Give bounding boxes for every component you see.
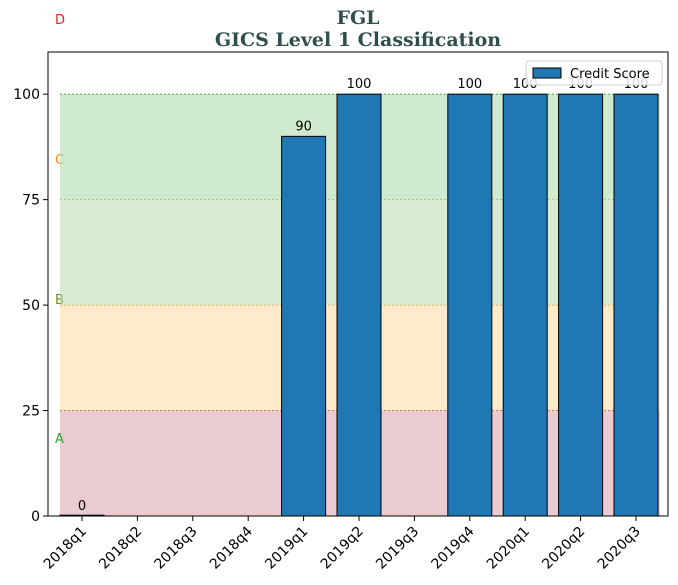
bar-label-2019q1: 90 xyxy=(295,119,312,134)
y-axis: 0 25 50 75 100 xyxy=(13,87,48,525)
x-tick-label-2018q3: 2018q3 xyxy=(152,524,201,573)
legend[interactable]: Credit Score xyxy=(525,60,663,86)
legend-label: Credit Score xyxy=(570,67,650,82)
bar-2019q4 xyxy=(447,93,493,517)
plot-frame xyxy=(47,51,669,517)
bar-label-2018q1: 0 xyxy=(78,499,86,514)
x-tick-label-2019q1: 2019q1 xyxy=(262,524,311,573)
bar-series xyxy=(59,93,659,517)
x-tick-label-2018q2: 2018q2 xyxy=(96,524,145,573)
bar-label-2019q4: 100 xyxy=(457,77,482,92)
bar-2020q2 xyxy=(558,93,604,517)
chart-subtitle: GICS Level 1 Classification xyxy=(215,29,501,51)
bar-2019q2 xyxy=(336,93,382,517)
y-tick-label: 0 xyxy=(31,509,40,525)
band-label-c: C xyxy=(55,153,64,168)
bar-label-2019q2: 100 xyxy=(347,77,372,92)
y-tick-label: 75 xyxy=(22,193,40,209)
band-label-a: A xyxy=(55,432,64,447)
band-label-b: B xyxy=(55,293,64,308)
x-tick-label-2020q1: 2020q1 xyxy=(484,524,533,573)
x-tick-label-2019q3: 2019q3 xyxy=(373,524,422,573)
x-tick-label-2020q3: 2020q3 xyxy=(595,524,644,573)
chart-title: FGL xyxy=(336,7,379,29)
x-tick-label-2019q2: 2019q2 xyxy=(318,524,367,573)
band-label-d: D xyxy=(55,13,65,28)
bar-2020q1 xyxy=(502,93,548,517)
bar-2019q1 xyxy=(281,135,327,517)
x-axis: 2018q1 2018q2 2018q3 2018q4 2019q1 2019q2 2019… xyxy=(41,516,644,573)
bar-2020q3 xyxy=(613,93,659,517)
y-tick-label: 25 xyxy=(22,404,40,420)
x-tick-label-2018q1: 2018q1 xyxy=(41,524,90,573)
x-tick-label-2019q4: 2019q4 xyxy=(429,523,478,572)
y-tick-label: 50 xyxy=(22,298,40,314)
legend-box xyxy=(525,60,663,86)
x-tick-label-2018q4: 2018q4 xyxy=(207,523,256,572)
legend-swatch xyxy=(532,67,562,79)
y-tick-label: 100 xyxy=(13,87,40,103)
x-tick-label-2020q2: 2020q2 xyxy=(539,524,588,573)
